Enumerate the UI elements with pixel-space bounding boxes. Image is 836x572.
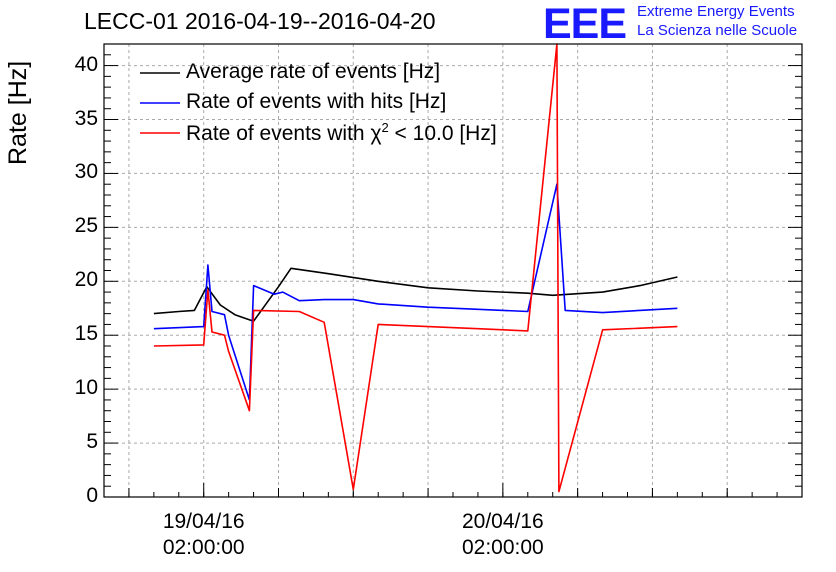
logo-line-2: La Scienza nelle Scuole <box>637 22 798 39</box>
y-tick-label: 0 <box>86 484 98 507</box>
y-tick-label: 5 <box>86 430 98 454</box>
y-tick-label: 20 <box>74 268 98 292</box>
series-hits-line <box>153 183 678 401</box>
legend-label-hits: Rate of events with hits [Hz] <box>186 90 447 113</box>
legend-chi2-suffix: < 10.0 [Hz] <box>388 122 497 145</box>
x-tick-date: 20/04/16 <box>461 510 544 533</box>
logo-line-1: Extreme Energy Events <box>637 3 795 20</box>
chart-title: LECC-01 2016-04-19--2016-04-20 <box>84 8 436 34</box>
x-tick-label: 20/04/16 02:00:00 <box>423 509 583 561</box>
legend-chi2-prefix: Rate of events with <box>186 122 371 145</box>
y-tick-label: 30 <box>74 160 98 184</box>
legend-chi2-superscript: 2 <box>381 120 389 135</box>
y-tick-label: 15 <box>74 322 98 346</box>
legend-chi2-symbol: χ <box>370 122 382 145</box>
y-tick-label: 25 <box>74 214 98 238</box>
x-tick-label: 19/04/16 02:00:00 <box>124 509 284 561</box>
y-tick-label: 10 <box>74 376 98 400</box>
y-tick-label: 35 <box>74 106 98 130</box>
x-tick-time: 02:00:00 <box>162 536 245 559</box>
eee-logo: EEE <box>543 0 627 48</box>
legend-label-average: Average rate of events [Hz] <box>186 60 441 83</box>
plot-frame <box>103 43 803 498</box>
x-tick-time: 02:00:00 <box>461 536 544 559</box>
x-tick-date: 19/04/16 <box>162 510 245 533</box>
legend-label-chi2: Rate of events with χ2 < 10.0 [Hz] <box>186 120 497 146</box>
y-tick-label: 40 <box>74 52 98 76</box>
series-average-line <box>153 267 678 323</box>
